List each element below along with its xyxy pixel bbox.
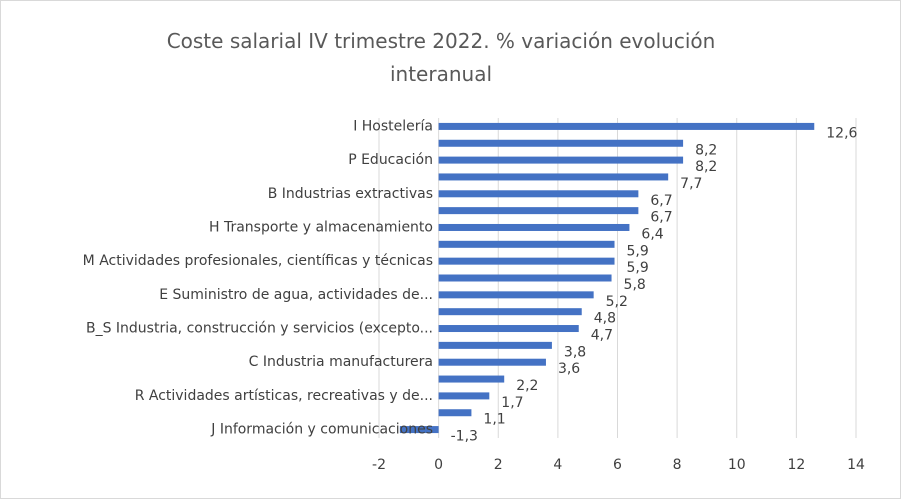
data-label: 8,2 — [695, 159, 717, 175]
data-label: 1,7 — [501, 395, 523, 411]
y-tick-label: M Actividades profesionales, científicas… — [83, 253, 433, 269]
bar — [438, 173, 669, 181]
bar — [399, 426, 439, 434]
y-tick-label: I Hostelería — [353, 118, 433, 134]
bar — [438, 240, 615, 248]
y-tick-label: E Suministro de agua, actividades de... — [159, 287, 433, 303]
data-label: 2,2 — [516, 378, 538, 394]
bar — [438, 375, 505, 383]
data-label: 4,8 — [594, 311, 616, 327]
x-tick-label: 12 — [787, 457, 805, 473]
data-label: 3,6 — [558, 361, 580, 377]
data-label: 6,4 — [641, 226, 663, 242]
x-tick-label: 8 — [673, 457, 682, 473]
bar — [438, 409, 472, 417]
x-tick-label: -2 — [372, 457, 386, 473]
data-label: 7,7 — [680, 176, 702, 192]
bar — [438, 274, 612, 282]
data-label: 3,8 — [564, 344, 586, 360]
bar — [438, 392, 490, 400]
data-label: 5,9 — [627, 243, 649, 259]
bar — [438, 325, 579, 333]
data-label: 5,2 — [606, 294, 628, 310]
y-tick-label: B_S Industria, construcción y servicios … — [86, 321, 433, 337]
y-tick-label: C Industria manufacturera — [249, 354, 433, 370]
bar — [438, 139, 684, 147]
data-label: -1,3 — [451, 429, 478, 445]
data-label: 4,7 — [591, 328, 613, 344]
data-label: 12,6 — [826, 125, 857, 141]
data-label: 5,8 — [624, 277, 646, 293]
bar — [438, 358, 546, 366]
bar — [438, 190, 639, 198]
bar — [438, 341, 552, 349]
x-tick-label: 6 — [613, 457, 622, 473]
y-tick-label: B Industrias extractivas — [268, 186, 433, 202]
chart-title: Coste salarial IV trimestre 2022. % vari… — [166, 29, 716, 86]
data-label: 1,1 — [483, 412, 505, 428]
x-tick-label: 4 — [553, 457, 562, 473]
x-tick-label: 14 — [847, 457, 865, 473]
y-tick-label: R Actividades artísticas, recreativas y … — [135, 388, 433, 404]
data-label: 6,7 — [650, 210, 672, 226]
data-label: 6,7 — [650, 193, 672, 209]
bar — [438, 308, 582, 316]
bar — [438, 122, 815, 130]
x-tick-label: 10 — [728, 457, 746, 473]
data-label: 5,9 — [627, 260, 649, 276]
bar — [438, 291, 594, 299]
x-tick-label: 2 — [494, 457, 503, 473]
bar — [438, 257, 615, 265]
data-label: 8,2 — [695, 142, 717, 158]
x-tick-label: 0 — [434, 457, 443, 473]
bar — [438, 156, 684, 164]
bar — [438, 223, 630, 231]
y-tick-label: P Educación — [348, 152, 433, 168]
y-tick-label: H Transporte y almacenamiento — [209, 219, 433, 235]
bar — [438, 207, 639, 215]
y-tick-label: J Información y comunicaciones — [210, 422, 433, 438]
